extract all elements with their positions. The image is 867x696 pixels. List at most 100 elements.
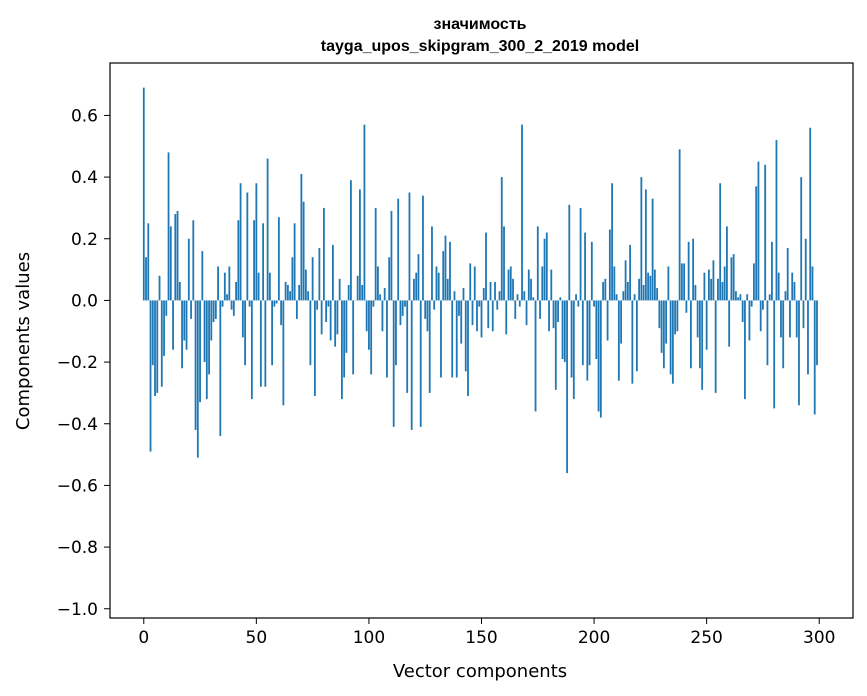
bar [181, 300, 183, 369]
bar [570, 300, 573, 378]
bar [651, 198, 654, 301]
bar [217, 266, 219, 301]
bar [505, 300, 508, 335]
x-tick-label: 250 [690, 628, 722, 648]
bar [361, 285, 364, 301]
bar [753, 263, 755, 301]
bar [379, 294, 382, 301]
bar [602, 281, 604, 301]
bar [462, 288, 465, 301]
bar [165, 300, 168, 316]
bar [775, 140, 778, 301]
bar [491, 300, 494, 332]
bar [343, 300, 346, 378]
bar [201, 251, 204, 301]
bar [223, 272, 226, 301]
bar [771, 241, 773, 301]
bar [230, 300, 233, 310]
bar [212, 300, 215, 322]
bar [264, 300, 267, 387]
bar [298, 285, 301, 301]
bar [597, 300, 600, 412]
bar [689, 300, 692, 369]
bar [226, 294, 228, 301]
bar [507, 269, 510, 301]
bar [318, 248, 321, 301]
bar [255, 183, 258, 301]
bar [458, 300, 460, 316]
bar [732, 254, 735, 301]
bar [554, 300, 557, 390]
bar [674, 300, 677, 335]
bar [487, 300, 490, 329]
bar [777, 272, 780, 301]
bar [658, 300, 661, 329]
x-tick-label: 300 [803, 628, 835, 648]
bar [214, 300, 217, 319]
bar [406, 300, 409, 393]
bar [316, 300, 319, 310]
bar [703, 272, 706, 301]
bar [633, 294, 636, 301]
bar [399, 300, 402, 326]
bar [471, 300, 474, 326]
bar [793, 281, 796, 301]
bar [320, 300, 323, 335]
bar [442, 251, 445, 301]
bar [172, 300, 174, 350]
bar [190, 300, 192, 319]
bar [437, 272, 440, 301]
bar [239, 183, 242, 301]
bar [286, 285, 289, 301]
bar [235, 281, 237, 301]
bar [374, 207, 377, 301]
bar [392, 300, 395, 427]
bar [568, 204, 571, 301]
bar [705, 300, 708, 350]
y-tick-label: 0.6 [71, 106, 98, 126]
bar [262, 223, 265, 301]
bar [730, 257, 733, 301]
bar [613, 266, 616, 301]
bar [701, 300, 704, 390]
bar [149, 300, 152, 452]
bar [185, 300, 188, 350]
bar [586, 300, 589, 381]
bar [726, 226, 728, 301]
bar [557, 300, 559, 322]
bar [735, 291, 737, 301]
bar [543, 238, 546, 301]
bar [417, 254, 420, 301]
bar [327, 300, 330, 307]
bar [433, 300, 436, 310]
bar [712, 260, 715, 301]
bar [428, 300, 431, 393]
bar [521, 124, 523, 301]
bar [768, 294, 771, 301]
bar [615, 294, 618, 301]
bar [717, 278, 719, 301]
bar [550, 269, 553, 301]
bar [160, 300, 163, 387]
bar [631, 300, 634, 384]
bar [248, 300, 251, 307]
bar [624, 260, 627, 301]
bar [683, 263, 686, 301]
bar [289, 291, 292, 301]
bar [302, 201, 305, 301]
x-axis-ticks: 0 50 100 150 200 250 300 [138, 618, 835, 648]
bar [473, 266, 476, 301]
bar [498, 291, 501, 301]
bar [208, 300, 210, 375]
bar [581, 300, 584, 366]
bar [617, 300, 620, 381]
bar [196, 300, 199, 458]
bar [809, 127, 812, 301]
bar [530, 278, 532, 301]
bar [158, 275, 161, 301]
bar [811, 266, 814, 301]
x-tick-label: 50 [246, 628, 268, 648]
bar [719, 183, 722, 301]
bar [527, 269, 530, 301]
bar [413, 278, 415, 301]
